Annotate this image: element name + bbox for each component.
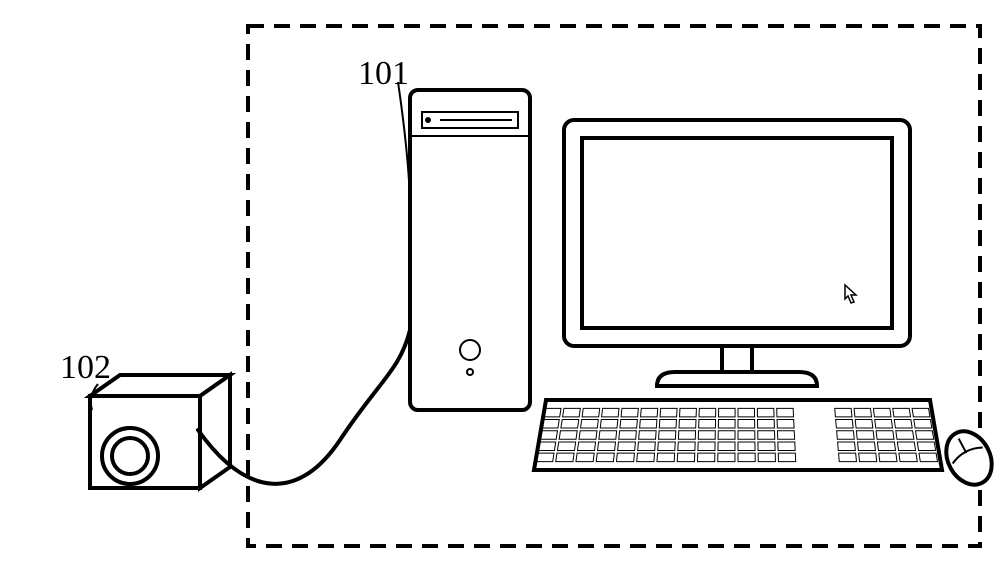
label-101: 101 — [358, 55, 409, 92]
label-102: 102 — [60, 349, 111, 386]
keyboard — [534, 400, 942, 470]
monitor-neck — [722, 346, 752, 372]
pc-tower — [410, 90, 530, 410]
monitor — [564, 120, 910, 386]
monitor-base — [657, 372, 817, 386]
camera — [90, 375, 230, 488]
mouse — [937, 423, 1000, 492]
